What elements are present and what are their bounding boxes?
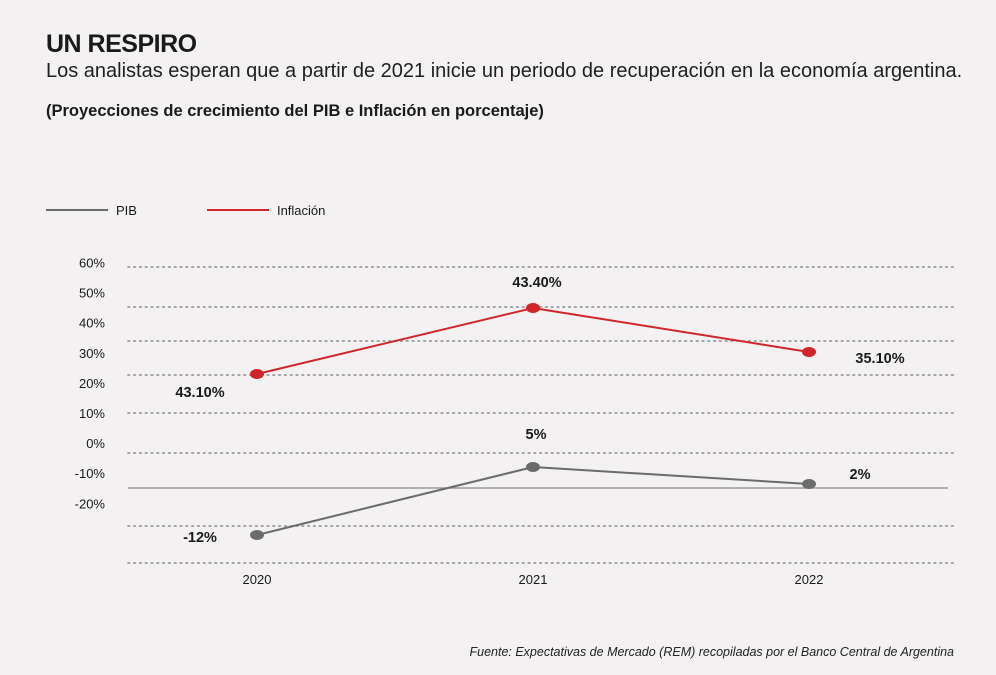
data-point-inflacion [526, 303, 540, 313]
data-point-inflacion [250, 369, 264, 379]
y-tick-label: -20% [75, 496, 106, 511]
data-label-inflacion: 35.10% [855, 351, 904, 367]
chart-title: UN RESPIRO [46, 30, 197, 58]
y-tick-label: 0% [86, 436, 105, 451]
y-tick-label: 50% [79, 286, 105, 301]
data-point-pib [526, 462, 540, 472]
series-line-pib [256, 465, 810, 536]
legend-label-inflacion: Inflación [276, 202, 326, 218]
legend-swatch-pib [46, 209, 108, 211]
x-tick-label: 2020 [243, 572, 272, 587]
legend: PIB Inflación [46, 201, 395, 219]
legend-item-inflacion: Inflación [206, 202, 326, 218]
legend-swatch-inflacion [206, 209, 269, 211]
legend-item-pib: PIB [46, 203, 137, 218]
data-point-inflacion [802, 347, 816, 357]
data-label-pib: 2% [850, 467, 871, 483]
x-tick-label: 2021 [519, 572, 548, 587]
chart-subtitle: Los analistas esperan que a partir de 20… [46, 60, 963, 82]
y-tick-label: -10% [75, 466, 106, 481]
y-tick-label: 40% [79, 316, 105, 331]
y-tick-label: 10% [79, 406, 105, 421]
x-tick-label: 2022 [795, 572, 824, 587]
y-tick-label: 30% [79, 346, 105, 361]
data-label-inflacion: 43.40% [512, 275, 561, 291]
data-point-pib [250, 530, 264, 540]
y-tick-label: 20% [79, 376, 105, 391]
units-note: (Proyecciones de crecimiento del PIB e I… [46, 102, 544, 120]
data-point-pib [802, 479, 816, 489]
y-tick-label: 60% [79, 256, 105, 271]
data-label-inflacion: 43.10% [175, 385, 224, 401]
source-note: Fuente: Expectativas de Mercado (REM) re… [469, 644, 954, 659]
data-label-pib: -12% [183, 530, 217, 546]
data-label-pib: 5% [526, 427, 547, 443]
legend-label-pib: PIB [116, 202, 137, 218]
